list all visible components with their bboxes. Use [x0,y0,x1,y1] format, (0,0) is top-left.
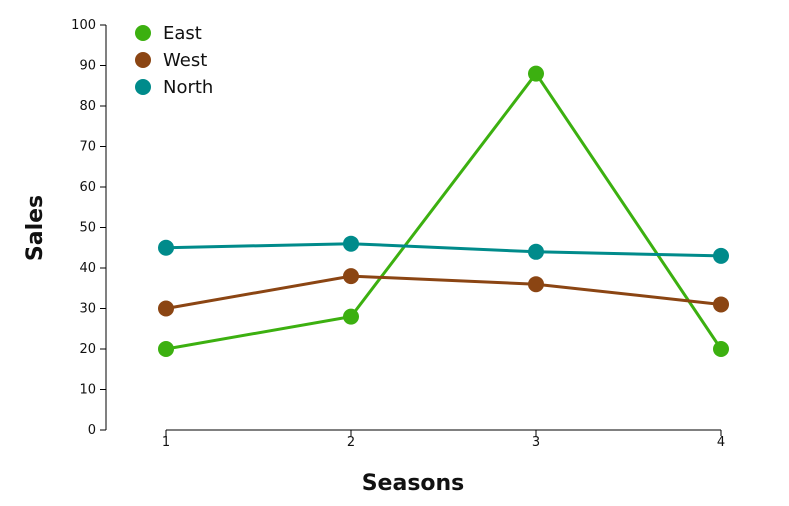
y-axis: 0 10 20 30 40 50 60 70 80 90 100 [71,18,107,438]
series-layer [158,65,729,357]
series-line-west [165,274,722,310]
y-tick-label: 40 [79,261,96,276]
data-point-east [343,308,359,325]
y-tick-label: 10 [79,383,96,398]
series-east [158,65,729,357]
legend: East West North [135,23,213,98]
y-tick-label: 50 [79,221,96,236]
y-tick-label: 90 [79,59,96,74]
data-point-east [158,341,174,357]
legend-label-north: North [163,77,213,98]
x-axis: 1 2 3 4 [162,429,725,450]
y-axis-title: Sales [23,195,48,261]
y-tick-label: 60 [79,180,96,195]
x-tick-label: 2 [347,435,355,450]
series-west [158,268,729,317]
y-tick-label: 100 [71,18,96,33]
series-line-east [165,71,723,351]
data-point-north [343,235,359,252]
data-point-east [528,65,544,82]
y-tick-label: 0 [88,423,96,438]
series-north [158,235,729,264]
y-tick-label: 20 [79,342,96,357]
legend-marker-west [135,52,151,68]
x-axis-title: Seasons [362,471,465,496]
data-point-west [713,296,729,313]
data-point-west [158,300,174,317]
data-point-west [528,276,544,293]
legend-label-east: East [163,23,202,44]
data-point-north [713,247,729,264]
x-tick-label: 3 [532,435,540,450]
y-tick-label: 30 [79,302,96,317]
y-tick-label: 80 [79,99,96,114]
y-tick-label: 70 [79,140,96,155]
data-point-west [343,268,359,285]
x-tick-label: 4 [717,435,725,450]
data-point-north [158,239,174,256]
series-line-north [165,242,722,258]
legend-marker-north [135,79,151,95]
data-point-east [713,341,729,357]
legend-marker-east [135,25,151,41]
data-point-north [528,243,544,260]
x-tick-label: 1 [162,435,170,450]
legend-label-west: West [163,50,207,71]
